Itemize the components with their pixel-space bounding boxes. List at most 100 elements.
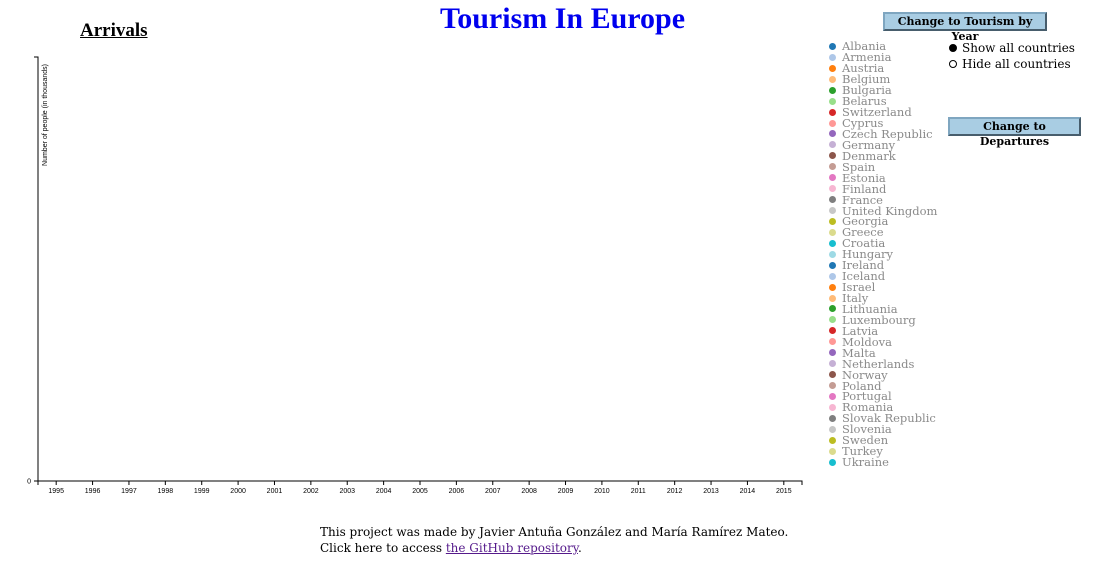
legend-item[interactable]: Iceland (829, 269, 937, 283)
x-tick-label: 1999 (194, 488, 210, 495)
x-tick-label: 2001 (267, 488, 283, 495)
legend-item[interactable]: Spain (829, 160, 937, 174)
footer-link-suffix: . (577, 541, 582, 555)
github-repository-link[interactable]: the GitHub repository (445, 541, 578, 555)
legend-item[interactable]: Switzerland (829, 105, 937, 119)
legend-item[interactable]: Latvia (829, 324, 937, 338)
legend-color-dot (829, 228, 836, 236)
legend-item[interactable]: Slovak Republic (829, 411, 937, 425)
x-tick: 1999 (194, 481, 210, 495)
legend-item[interactable]: Finland (829, 182, 937, 196)
legend-item[interactable]: Czech Republic (829, 126, 937, 141)
legend-label: Estonia (842, 170, 886, 185)
legend-label: Georgia (842, 214, 889, 229)
legend-item[interactable]: Belgium (829, 72, 937, 86)
legend-label: Portugal (842, 389, 892, 404)
change-to-tourism-by-year-button[interactable]: Change to Tourism by Year (883, 12, 1047, 43)
footer-link-line: Click here to access the GitHub reposito… (320, 540, 788, 556)
legend-item[interactable]: Netherlands (829, 356, 937, 371)
legend-color-dot (829, 196, 836, 204)
legend-color-dot (829, 305, 836, 313)
legend-item[interactable]: Poland (829, 378, 937, 393)
legend-item[interactable]: Norway (829, 367, 937, 382)
legend-item[interactable]: United Kingdom (829, 204, 937, 218)
footer-link-prefix: Click here to access (320, 541, 446, 555)
legend-color-dot (829, 130, 836, 138)
visibility-radio-group: Show all countries Hide all countries (949, 40, 1075, 72)
legend-item[interactable]: Cyprus (829, 116, 937, 130)
x-tick-label: 2013 (703, 488, 719, 495)
x-tick-label: 2000 (230, 488, 246, 495)
legend-color-dot (829, 141, 836, 149)
legend-item[interactable]: Moldova (829, 334, 937, 349)
x-tick-label: 2011 (631, 488, 646, 495)
legend-color-dot (829, 447, 836, 455)
legend-label: Denmark (842, 148, 896, 163)
legend-item[interactable]: Austria (829, 61, 937, 75)
legend-color-dot (829, 272, 836, 280)
legend-item[interactable]: France (829, 192, 937, 207)
x-tick-label: 1998 (158, 488, 174, 495)
legend-item[interactable]: Ireland (829, 258, 937, 273)
legend-item[interactable]: Denmark (829, 148, 937, 163)
legend-item[interactable]: Hungary (829, 247, 937, 261)
legend-item[interactable]: Italy (829, 291, 937, 305)
x-tick-label: 2004 (376, 488, 392, 495)
x-tick: 2006 (449, 481, 464, 495)
legend-color-dot (829, 239, 836, 247)
legend-label: Germany (842, 137, 896, 152)
legend-color-dot (829, 283, 836, 291)
legend-color-dot (829, 64, 836, 72)
legend-item[interactable]: Germany (829, 137, 937, 152)
legend-color-dot (829, 327, 836, 335)
legend-label: France (842, 192, 883, 207)
legend-label: Norway (842, 367, 888, 382)
legend-item[interactable]: Romania (829, 400, 937, 414)
y-axis-label: Number of people (in thousands) (42, 64, 49, 166)
x-tick-label: 1995 (48, 488, 64, 495)
legend-color-dot (829, 382, 836, 390)
legend-item[interactable]: Belarus (829, 94, 937, 108)
legend-color-dot (829, 163, 836, 171)
legend-color-dot (829, 174, 836, 182)
legend-item[interactable]: Turkey (829, 444, 937, 458)
x-tick-label: 2015 (776, 488, 792, 495)
legend-item[interactable]: Slovenia (829, 422, 937, 436)
legend-item[interactable]: Croatia (829, 236, 937, 251)
legend-item[interactable]: Georgia (829, 214, 937, 229)
legend-item[interactable]: Ukraine (829, 455, 937, 470)
legend-item[interactable]: Armenia (829, 50, 937, 64)
hide-all-radio[interactable] (949, 60, 957, 68)
x-tick: 2002 (303, 481, 319, 495)
legend-item[interactable]: Israel (829, 280, 937, 294)
show-all-radio[interactable] (949, 44, 957, 52)
legend-label: Netherlands (842, 356, 915, 371)
legend-item[interactable]: Lithuania (829, 302, 937, 316)
legend-label: Ireland (842, 258, 885, 273)
legend-label: Poland (842, 378, 882, 393)
legend-item[interactable]: Estonia (829, 170, 937, 185)
legend-item[interactable]: Greece (829, 225, 937, 240)
change-to-departures-button[interactable]: Change to Departures (948, 117, 1081, 148)
legend-item[interactable]: Albania (829, 39, 937, 53)
legend-item[interactable]: Sweden (829, 433, 937, 447)
legend-label: Ukraine (842, 455, 889, 470)
legend-color-dot (829, 458, 836, 466)
x-tick: 1995 (48, 481, 64, 495)
legend-item[interactable]: Malta (829, 345, 937, 360)
legend-color-dot (829, 75, 836, 83)
legend-item[interactable]: Bulgaria (829, 83, 937, 97)
legend-color-dot (829, 349, 836, 357)
show-all-option[interactable]: Show all countries (949, 40, 1075, 56)
hide-all-option[interactable]: Hide all countries (949, 56, 1075, 72)
legend-item[interactable]: Portugal (829, 389, 937, 404)
legend-label: Malta (842, 345, 876, 360)
x-axis: 1995 1996 1997 1998 1999 2000 2001 2002 2003 2004… (37, 480, 803, 495)
legend-label: Czech Republic (842, 126, 933, 141)
legend-label: Greece (842, 225, 884, 240)
legend-item[interactable]: Luxembourg (829, 313, 937, 327)
legend-label: Croatia (842, 236, 886, 251)
legend-label: Moldova (842, 334, 893, 349)
legend-color-dot (829, 86, 836, 94)
x-tick: 2009 (558, 481, 573, 495)
